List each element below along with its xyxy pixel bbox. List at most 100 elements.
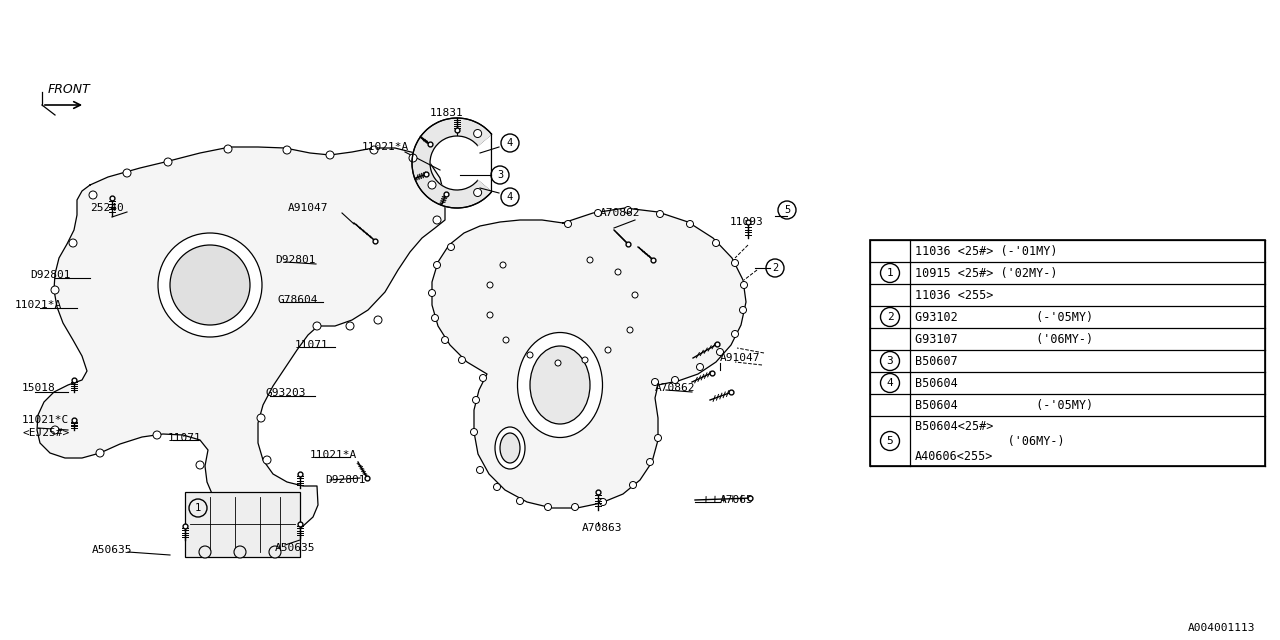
Circle shape	[654, 435, 662, 442]
Circle shape	[486, 312, 493, 318]
Text: 11021*C: 11021*C	[22, 415, 69, 425]
Text: 4: 4	[507, 138, 513, 148]
Circle shape	[564, 221, 571, 227]
Text: A70862: A70862	[655, 383, 695, 393]
Circle shape	[582, 357, 588, 363]
Circle shape	[646, 458, 654, 465]
Text: 11021*A: 11021*A	[362, 142, 410, 152]
Circle shape	[717, 349, 723, 355]
Circle shape	[196, 461, 204, 469]
Circle shape	[556, 360, 561, 366]
Circle shape	[599, 499, 607, 506]
Circle shape	[69, 239, 77, 247]
Circle shape	[51, 286, 59, 294]
Text: A91047: A91047	[721, 353, 760, 363]
Text: 11831: 11831	[430, 108, 463, 118]
Text: B50607: B50607	[915, 355, 957, 367]
Text: B50604<25#>
             ('06MY-)
A40606<255>: B50604<25#> ('06MY-) A40606<255>	[915, 419, 1065, 463]
Circle shape	[157, 233, 262, 337]
Text: 11036 <255>: 11036 <255>	[915, 289, 993, 301]
Circle shape	[740, 307, 746, 314]
Circle shape	[257, 414, 265, 422]
Text: G93107           ('06MY-): G93107 ('06MY-)	[915, 333, 1093, 346]
Circle shape	[696, 364, 704, 371]
Text: G93102           (-'05MY): G93102 (-'05MY)	[915, 310, 1093, 323]
Text: A70863: A70863	[582, 523, 622, 533]
Ellipse shape	[530, 346, 590, 424]
Text: A7065: A7065	[721, 495, 754, 505]
Ellipse shape	[495, 427, 525, 469]
Circle shape	[224, 145, 232, 153]
Circle shape	[605, 347, 611, 353]
Circle shape	[476, 467, 484, 474]
Text: 4: 4	[887, 378, 893, 388]
Circle shape	[234, 546, 246, 558]
Text: A70862: A70862	[600, 208, 640, 218]
Circle shape	[370, 146, 378, 154]
Circle shape	[652, 378, 658, 385]
Circle shape	[517, 497, 524, 504]
Circle shape	[164, 158, 172, 166]
Text: 10915 <25#> ('02MY-): 10915 <25#> ('02MY-)	[915, 266, 1057, 280]
Bar	[186, 492, 300, 557]
Text: D92801: D92801	[29, 270, 70, 280]
Circle shape	[741, 282, 748, 289]
Text: 25240: 25240	[90, 203, 124, 213]
Text: D92801: D92801	[275, 255, 315, 265]
Text: 2: 2	[887, 312, 893, 322]
Text: 11071: 11071	[294, 340, 329, 350]
Polygon shape	[433, 208, 746, 508]
Circle shape	[527, 352, 532, 358]
Polygon shape	[37, 147, 445, 532]
Circle shape	[314, 322, 321, 330]
Circle shape	[154, 431, 161, 439]
Circle shape	[429, 289, 435, 296]
Circle shape	[170, 245, 250, 325]
Circle shape	[269, 546, 282, 558]
Text: G78604: G78604	[276, 295, 317, 305]
Circle shape	[657, 211, 663, 218]
Circle shape	[731, 259, 739, 266]
Text: A004001113: A004001113	[1188, 623, 1254, 633]
Circle shape	[326, 151, 334, 159]
Text: 11093: 11093	[730, 217, 764, 227]
Circle shape	[614, 269, 621, 275]
Text: A50635: A50635	[275, 543, 315, 553]
Ellipse shape	[500, 433, 520, 463]
Circle shape	[374, 316, 381, 324]
Text: 3: 3	[887, 356, 893, 366]
Circle shape	[474, 129, 481, 138]
Text: B50604: B50604	[915, 376, 957, 390]
Text: A50635: A50635	[92, 545, 133, 555]
Circle shape	[96, 449, 104, 457]
Text: A91047: A91047	[288, 203, 329, 213]
Circle shape	[346, 322, 355, 330]
Circle shape	[90, 191, 97, 199]
Text: G93203: G93203	[265, 388, 306, 398]
Text: 11021*A: 11021*A	[15, 300, 63, 310]
Circle shape	[428, 181, 436, 189]
Circle shape	[51, 426, 59, 434]
Text: 5: 5	[783, 205, 790, 215]
Circle shape	[123, 169, 131, 177]
Bar	[870, 240, 1265, 466]
Circle shape	[433, 216, 442, 224]
Text: 1: 1	[887, 268, 893, 278]
Circle shape	[672, 376, 678, 383]
Circle shape	[632, 292, 637, 298]
Circle shape	[458, 356, 466, 364]
Circle shape	[494, 483, 500, 490]
Circle shape	[442, 337, 448, 344]
Text: 11036 <25#> (-'01MY): 11036 <25#> (-'01MY)	[915, 244, 1057, 257]
Text: 15018: 15018	[22, 383, 56, 393]
Text: 11071: 11071	[168, 433, 202, 443]
Circle shape	[480, 374, 486, 381]
Circle shape	[448, 243, 454, 250]
Polygon shape	[412, 118, 492, 208]
Circle shape	[713, 239, 719, 246]
Text: D92801: D92801	[325, 475, 366, 485]
Circle shape	[500, 262, 506, 268]
Circle shape	[410, 154, 417, 162]
Text: 2: 2	[772, 263, 778, 273]
Text: <EJ25#>: <EJ25#>	[22, 428, 69, 438]
